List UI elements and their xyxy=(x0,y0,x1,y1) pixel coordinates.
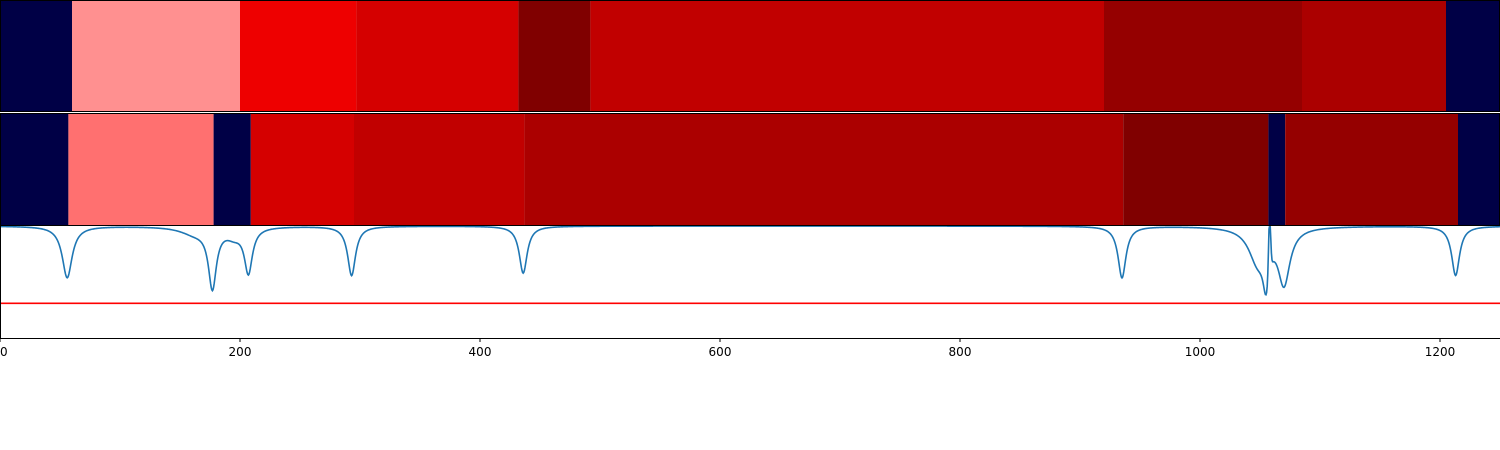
x-tick-label: 0 xyxy=(0,345,8,359)
heatmap-cell xyxy=(72,0,240,112)
top-heatmap-strip xyxy=(0,0,1500,112)
heatmap-cell xyxy=(1446,0,1500,112)
x-tick-label: 1000 xyxy=(1185,345,1216,359)
x-tick-label: 600 xyxy=(709,345,732,359)
heatmap-cell xyxy=(213,113,251,226)
signal-series xyxy=(0,225,1500,296)
x-tick-label: 800 xyxy=(949,345,972,359)
heatmap-cell xyxy=(0,0,72,112)
heatmap-cell xyxy=(0,113,69,226)
signal-line xyxy=(0,225,1500,296)
heatmap-cell xyxy=(354,113,525,226)
heatmap-cell xyxy=(1302,0,1446,112)
heatmap-cell xyxy=(1285,113,1458,226)
heatmap-cell xyxy=(524,113,1124,226)
heatmap-cell xyxy=(356,0,519,112)
heatmap-cell xyxy=(240,0,357,112)
heatmap-cell xyxy=(1268,113,1286,226)
heatmap-cell xyxy=(1458,113,1500,226)
x-axis: 0 200 400 600 800 1000 1200 xyxy=(0,338,1455,359)
line-plot-panel: 0 200 400 600 800 1000 1200 xyxy=(0,225,1500,359)
x-tick-label: 1200 xyxy=(1425,345,1456,359)
x-tick-label: 200 xyxy=(229,345,252,359)
middle-heatmap-strip xyxy=(0,113,1500,226)
heatmap-cell xyxy=(1104,0,1302,112)
heatmap-cell xyxy=(1123,113,1269,226)
heatmap-cell xyxy=(590,0,1104,112)
x-tick-label: 400 xyxy=(469,345,492,359)
heatmap-cell xyxy=(518,0,591,112)
line-plot-background xyxy=(0,226,1500,338)
heatmap-cell xyxy=(68,113,214,226)
heatmap-cell xyxy=(250,113,354,226)
